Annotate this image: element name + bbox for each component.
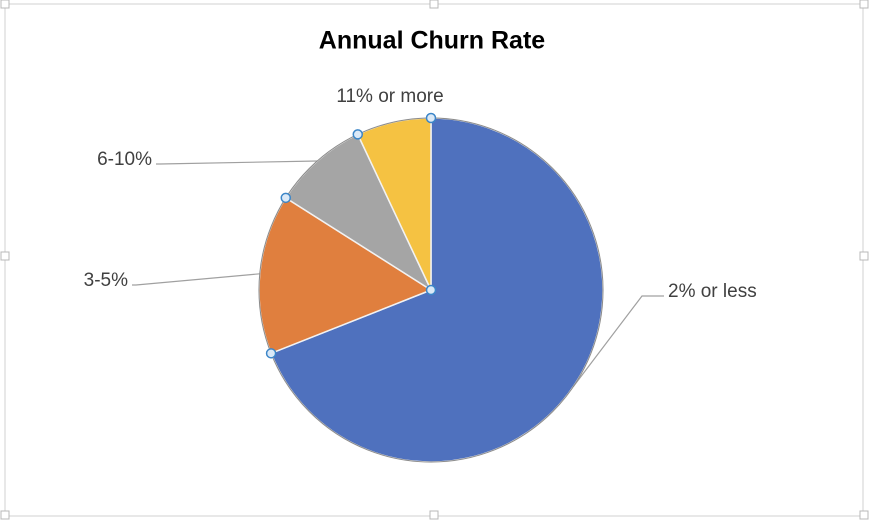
- chart-title: Annual Churn Rate: [319, 27, 545, 55]
- selection-handle: [352, 129, 364, 140]
- leader-line: [572, 295, 664, 388]
- data-label: 6-10%: [97, 149, 152, 170]
- leader-line: [156, 160, 318, 165]
- data-label: 2% or less: [668, 281, 757, 302]
- selection-handle: [425, 284, 437, 296]
- leader-line: [132, 273, 260, 286]
- selection-handle: [280, 192, 292, 204]
- data-label: 11% or more: [336, 86, 443, 107]
- data-label: 3-5%: [84, 270, 128, 291]
- selection-handle: [425, 112, 437, 124]
- selection-handle: [265, 348, 277, 359]
